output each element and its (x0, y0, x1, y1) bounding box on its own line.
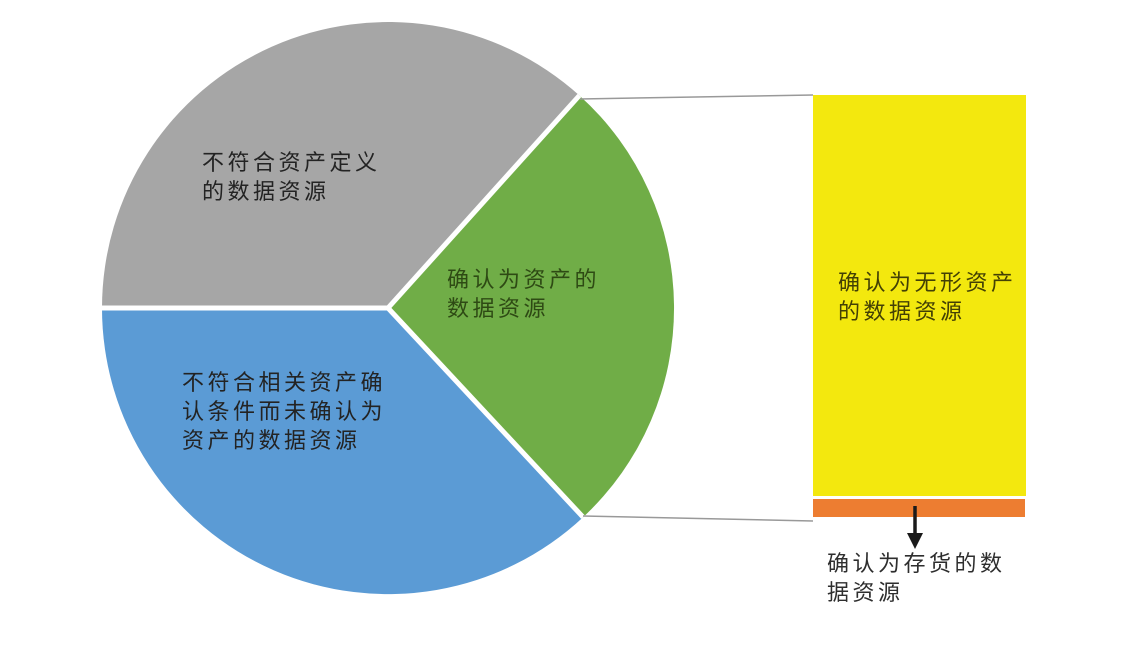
green-slice-label: 确认为资产的 数据资源 (447, 267, 601, 321)
connector-line-bottom (582, 515, 814, 522)
bar-segment-inventory (813, 499, 1025, 517)
down-arrow-icon (907, 506, 923, 549)
bar-segment-intangible (813, 95, 1026, 496)
pie-slice-not-asset-definition (102, 22, 580, 309)
connector-line-top (579, 94, 814, 100)
pie-slice-not-recognized-asset (101, 308, 584, 595)
gray-slice-label: 不符合资产定义 的数据资源 (202, 150, 381, 204)
pie-slice-recognized-asset (388, 95, 675, 518)
slice-separators (102, 93, 585, 519)
intangible-bar-label: 确认为无形资产 的数据资源 (838, 270, 1017, 324)
inventory-bar-label: 确认为存货的数 据资源 (827, 551, 1006, 605)
blue-slice-label: 不符合相关资产确 认条件而未确认为 资产的数据资源 (182, 370, 387, 453)
